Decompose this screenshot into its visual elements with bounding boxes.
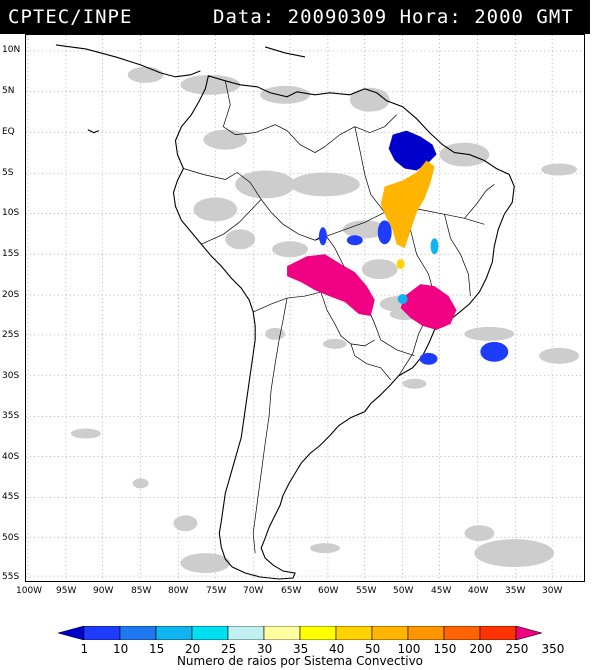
lon-label: 70W [243,586,264,596]
map-panel [25,34,585,582]
lon-label: 95W [56,586,77,596]
lon-label: 35W [505,586,526,596]
system-blue-a [318,227,327,246]
system-blue-e [480,341,509,362]
legend-value: 50 [365,642,381,656]
lon-label: 45W [431,586,452,596]
legend-colorbar [58,626,542,640]
lat-label: 50S [2,533,20,543]
graticule [26,35,584,581]
legend-swatch [371,626,409,640]
system-magenta-west [287,254,375,316]
lon-label: 30W [542,586,563,596]
lon-label: 80W [168,586,189,596]
legend-value: 20 [185,642,201,656]
legend-swatch [299,626,337,640]
legend-swatch [227,626,265,640]
lon-label: 100W [16,586,43,596]
lat-label: 10N [2,45,21,55]
lon-label: 55W [356,586,377,596]
lon-label: 90W [93,586,114,596]
system-cyan-b [397,294,408,305]
legend-value: 30 [257,642,273,656]
system-orange [380,160,435,249]
legend-swatch [515,626,542,640]
legend-swatch [191,626,229,640]
lon-label: 85W [131,586,152,596]
lat-label: 5S [2,168,14,178]
convective-systems [287,130,509,365]
lat-label: 45S [2,492,20,502]
legend-value: 1 [80,642,89,656]
organization-label: CPTEC/INPE [8,6,133,28]
lon-label: 65W [281,586,302,596]
legend-swatch [155,626,193,640]
legend-value: 40 [329,642,345,656]
lon-label: 40W [468,586,489,596]
lon-label: 50W [393,586,414,596]
legend-value: 250 [505,642,529,656]
legend-value: 35 [293,642,309,656]
cloud-cover [70,66,579,574]
lat-label: EQ [2,127,15,137]
system-magenta-east [400,284,457,330]
legend-value: 10 [113,642,129,656]
lat-label: 25S [2,330,20,340]
legend-value: 100 [397,642,421,656]
legend-title: Numero de raios por Sistema Convectivo [176,654,424,668]
lat-label: 15S [2,249,20,259]
legend-value: 200 [469,642,493,656]
lat-label: 35S [2,411,20,421]
system-blue-d [419,352,438,365]
legend-value: 350 [541,642,565,656]
continent-outline [55,44,515,580]
legend-swatch [443,626,481,640]
legend-swatch [479,626,517,640]
legend-value: 15 [149,642,165,656]
lat-label: 55S [2,572,20,582]
system-blue-b [346,235,363,246]
system-blue-c [377,220,392,245]
legend-value: 150 [433,642,457,656]
lon-label: 75W [206,586,227,596]
legend-swatch [407,626,445,640]
date-time-label: Data: 20090309 Hora: 2000 GMT [213,6,574,28]
legend-swatch [58,626,85,640]
lat-label: 10S [2,208,20,218]
system-blue-north [388,130,437,171]
lat-label: 5N [2,86,15,96]
legend-swatch [335,626,373,640]
system-cyan-a [430,238,439,255]
map-header: CPTEC/INPE Data: 20090309 Hora: 2000 GMT [0,0,590,34]
system-yellow [396,259,405,270]
lat-label: 30S [2,371,20,381]
legend-swatch [263,626,301,640]
legend-swatch [83,626,121,640]
legend-value: 25 [221,642,237,656]
lat-label: 40S [2,452,20,462]
legend-swatch [119,626,157,640]
lat-label: 20S [2,290,20,300]
lon-label: 60W [318,586,339,596]
